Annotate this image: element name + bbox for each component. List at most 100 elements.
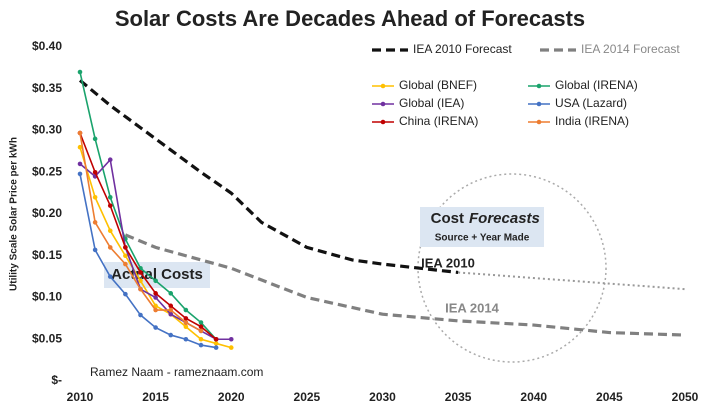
legend-swatch	[380, 101, 386, 107]
marker	[138, 286, 143, 292]
y-tick-label: $-	[51, 373, 62, 387]
marker	[92, 220, 98, 225]
annotation: IEA 2014	[445, 300, 499, 315]
marker	[183, 336, 189, 342]
marker	[198, 336, 204, 342]
legend-label: IEA 2014 Forecast	[581, 42, 680, 56]
legend-swatch	[536, 83, 542, 89]
legend-swatch	[380, 83, 386, 89]
legend-label: China (IRENA)	[399, 114, 478, 128]
annotation: Cost	[431, 210, 464, 227]
annotation: IEA 2010	[421, 255, 475, 270]
marker	[183, 320, 189, 325]
annotation-box	[104, 262, 210, 288]
series-line	[79, 132, 217, 340]
annotation: Source + Year Made	[435, 233, 530, 244]
y-tick-label: $0.30	[32, 123, 62, 137]
marker	[107, 228, 113, 233]
projection-line	[458, 271, 686, 291]
annotation: Forecasts	[469, 210, 540, 227]
marker	[198, 324, 204, 330]
forecast-circle	[417, 173, 607, 363]
marker	[107, 203, 113, 208]
y-tick-label: $0.20	[32, 206, 62, 220]
y-tick-label: $0.35	[32, 81, 62, 95]
marker	[123, 261, 128, 267]
series-line	[79, 173, 217, 349]
legend-label: Global (BNEF)	[399, 78, 477, 92]
marker	[77, 144, 83, 150]
series-line	[124, 233, 686, 337]
legend-label: USA (Lazard)	[555, 96, 627, 110]
x-tick-label: 2025	[294, 390, 321, 404]
marker	[168, 311, 174, 317]
marker	[123, 291, 128, 297]
marker	[198, 328, 204, 334]
marker	[153, 295, 158, 300]
y-tick-label: $0.40	[32, 39, 62, 53]
marker	[107, 274, 113, 279]
legend-swatch	[536, 101, 542, 107]
marker	[92, 169, 98, 175]
marker	[92, 247, 98, 253]
marker	[198, 342, 204, 348]
legend-label: IEA 2010 Forecast	[413, 42, 512, 56]
marker	[123, 253, 128, 259]
legend-label: India (IRENA)	[555, 114, 629, 128]
marker	[228, 336, 234, 342]
marker	[198, 320, 204, 325]
x-tick-label: 2050	[672, 390, 699, 404]
y-tick-label: $0.10	[32, 290, 62, 304]
marker	[77, 161, 83, 167]
x-tick-label: 2015	[142, 390, 169, 404]
legend-label: Global (IEA)	[399, 96, 464, 110]
y-axis-label: Utility Scale Solar Price per kWh	[9, 137, 20, 291]
legend-label: Global (IRENA)	[555, 78, 638, 92]
x-tick-label: 2020	[218, 390, 245, 404]
marker	[213, 345, 219, 350]
marker	[153, 291, 158, 296]
marker	[92, 136, 98, 142]
marker	[107, 157, 113, 163]
marker	[153, 303, 158, 309]
x-tick-label: 2045	[596, 390, 623, 404]
marker	[213, 341, 219, 346]
marker	[138, 270, 143, 275]
marker	[107, 195, 113, 200]
x-tick-label: 2040	[520, 390, 547, 404]
x-tick-label: 2010	[67, 390, 94, 404]
marker	[138, 278, 143, 284]
y-tick-label: $0.15	[32, 248, 62, 262]
marker	[77, 69, 83, 75]
marker	[183, 307, 189, 313]
marker	[168, 332, 174, 338]
marker	[228, 345, 234, 350]
x-tick-label: 2035	[445, 390, 472, 404]
marker	[168, 291, 174, 296]
marker	[183, 316, 189, 321]
marker	[107, 245, 113, 250]
credit: Ramez Naam - rameznaam.com	[90, 365, 263, 379]
marker	[183, 324, 189, 330]
legend-swatch	[380, 119, 386, 125]
y-tick-label: $0.05	[32, 331, 62, 345]
annotation-box	[420, 207, 544, 247]
marker	[213, 336, 219, 342]
marker	[153, 307, 158, 313]
marker	[168, 303, 174, 309]
marker	[77, 130, 83, 136]
series-line	[78, 79, 459, 275]
legend-swatch	[536, 119, 542, 125]
marker	[123, 245, 128, 250]
marker	[153, 278, 158, 284]
chart-title: Solar Costs Are Decades Ahead of Forecas…	[115, 6, 585, 31]
x-tick-label: 2030	[369, 390, 396, 404]
marker	[168, 307, 174, 313]
series-line	[79, 132, 202, 332]
marker	[153, 325, 158, 330]
marker	[138, 312, 143, 318]
y-tick-label: $0.25	[32, 164, 62, 178]
marker	[77, 171, 83, 177]
marker	[92, 195, 98, 200]
